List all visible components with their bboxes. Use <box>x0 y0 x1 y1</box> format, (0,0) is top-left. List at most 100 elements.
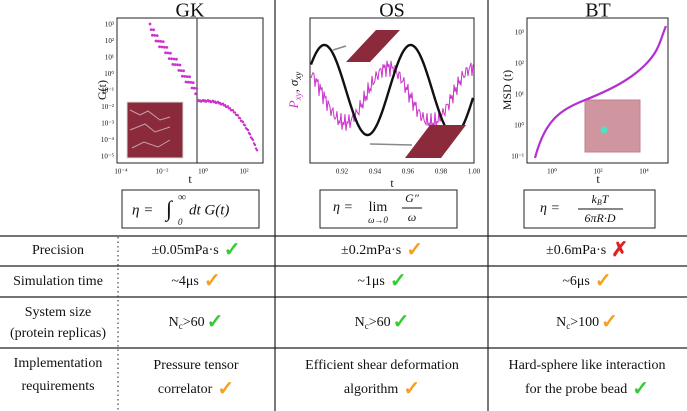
check-mark: ✓ <box>403 378 420 400</box>
x-tick-label: 0.92 <box>336 168 349 176</box>
formula-part: k <box>592 192 598 206</box>
check-mark: ✓ <box>390 270 407 292</box>
row-label: (protein replicas) <box>10 326 106 341</box>
x-axis-label: t <box>188 172 192 186</box>
point <box>248 133 252 136</box>
point <box>176 63 180 67</box>
cell-text: Pressure tensor <box>153 358 238 373</box>
curve <box>533 25 668 159</box>
cell-text: ~4μs ✓ <box>171 270 220 292</box>
point <box>154 39 158 43</box>
y-tick-label: 10⁰ <box>104 70 114 78</box>
y-axis-label: Pxy,σxy <box>286 72 303 110</box>
point <box>182 69 186 73</box>
point <box>175 57 178 61</box>
y-tick-label: 10⁰ <box>514 122 524 130</box>
point <box>167 57 171 60</box>
cell-part: algorithm <box>344 382 399 397</box>
check-mark: ✓ <box>632 378 649 400</box>
inset-image <box>405 125 466 158</box>
plot-frame <box>116 17 264 164</box>
y-tick-label: 10² <box>105 37 114 45</box>
cell-part: N <box>556 315 566 330</box>
formula-part: lim <box>369 200 388 215</box>
point <box>243 124 247 127</box>
y-tick-label: 10² <box>515 60 524 68</box>
cell-part: c <box>365 321 369 331</box>
point <box>149 28 153 31</box>
check-mark: ✓ <box>601 311 618 333</box>
cell-part: N <box>169 315 179 330</box>
check-mark: ✓ <box>217 378 234 400</box>
cell-part: >60 <box>183 315 205 330</box>
cell-text: ±0.6mPa·s ✗ <box>546 239 628 261</box>
check-mark: ✓ <box>406 239 423 261</box>
arrow <box>332 45 347 51</box>
point <box>171 63 175 66</box>
formula: η = ∫ 0 ∞ dt G(t) <box>132 192 229 228</box>
y-tick-label: 10⁻⁴ <box>101 136 115 144</box>
cell-text: for the probe bead ✓ <box>525 378 649 400</box>
label-part: P <box>286 100 301 109</box>
x-tick-label: 10² <box>239 168 248 176</box>
cell-part: Pressure tensor <box>153 358 238 373</box>
cell-text: algorithm ✓ <box>344 378 420 400</box>
point <box>187 80 190 84</box>
point <box>193 86 196 90</box>
point <box>184 80 188 84</box>
x-tick-label: 10⁰ <box>547 168 557 176</box>
column-title: GK <box>176 0 205 22</box>
point <box>172 57 176 61</box>
formula-part: kBT <box>592 192 610 207</box>
gk-plot: t G(t) <box>95 17 264 186</box>
formula-part: η = <box>333 200 353 215</box>
formula-part: ω <box>408 210 416 224</box>
point <box>190 86 194 90</box>
point <box>223 103 227 107</box>
formula-part: 0 <box>178 217 183 227</box>
column-title: BT <box>585 0 611 22</box>
x-tick-label: 10⁰ <box>198 168 208 176</box>
cell-text: ±0.2mPa·s ✓ <box>341 239 423 261</box>
cell-text: Nc>100 ✓ <box>556 311 618 333</box>
point <box>255 149 259 152</box>
cell-text: ~1μs ✓ <box>357 270 406 292</box>
curve <box>309 43 475 137</box>
cell-part: ±0.2mPa·s <box>341 243 401 258</box>
x-tick-label: 10⁴ <box>639 168 649 176</box>
point <box>161 40 165 43</box>
inset-texture <box>129 109 171 149</box>
row-label: Precision <box>32 243 84 258</box>
x-tick-label: 0.98 <box>435 168 448 176</box>
y-axis-label: G(t) <box>95 80 109 100</box>
point <box>165 46 169 49</box>
x-axis-label: t <box>390 176 394 190</box>
x-tick-label: 1.00 <box>468 168 481 176</box>
probe-bead <box>600 126 608 134</box>
point <box>155 34 159 37</box>
cell-part: Hard-sphere like interaction <box>508 358 665 373</box>
formula: η = lim ω→0 G″ ω <box>333 191 422 225</box>
curve <box>310 60 474 131</box>
check-mark: ✗ <box>611 239 628 261</box>
label-part: xy <box>293 92 303 101</box>
inset-image <box>126 101 184 159</box>
y-tick-label: 10⁻² <box>101 103 114 111</box>
point <box>173 63 177 66</box>
point <box>191 81 195 84</box>
cell-part: ~6μs <box>562 274 590 289</box>
point <box>228 107 232 110</box>
formula-part: η = <box>540 201 560 216</box>
point <box>246 128 250 132</box>
y-tick-label: 10⁻⁵ <box>101 153 115 161</box>
y-tick-label: 10⁻¹ <box>511 153 524 161</box>
cell-text: ~6μs ✓ <box>562 270 611 292</box>
point <box>189 81 193 84</box>
y-tick-label: 10¹ <box>515 91 524 99</box>
check-mark: ✓ <box>224 239 241 261</box>
cell-text: Hard-sphere like interaction <box>508 358 665 373</box>
y-axis-label: MSD (t) <box>500 70 514 110</box>
cell-part: >100 <box>570 315 599 330</box>
inset-image <box>346 30 400 62</box>
point <box>158 45 162 49</box>
